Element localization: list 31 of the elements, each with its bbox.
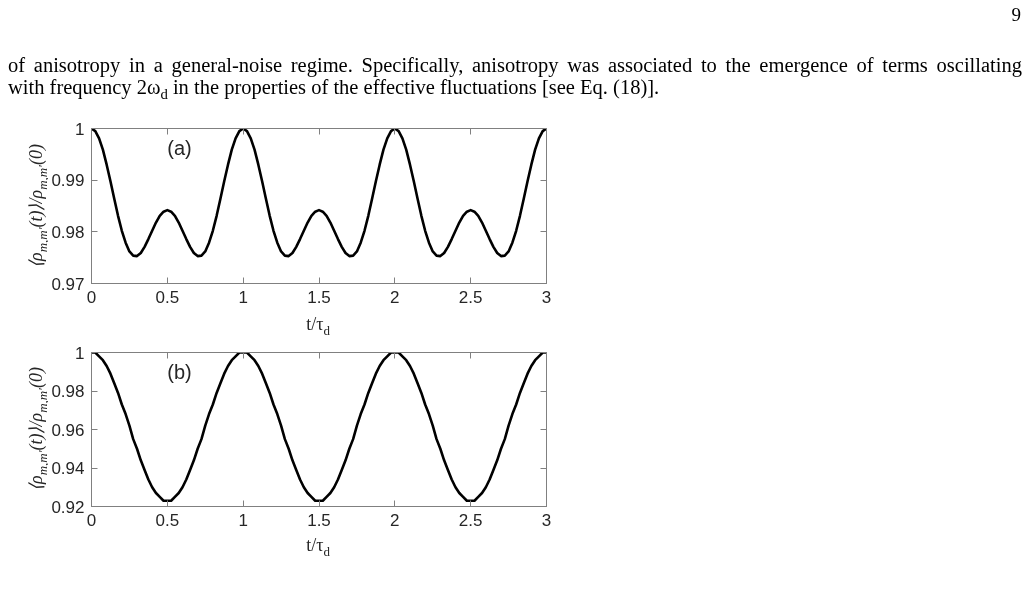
x-tick-label: 2 bbox=[390, 510, 400, 530]
x-tick-label: 2.5 bbox=[458, 287, 483, 307]
y-tick-label: 0.97 bbox=[51, 274, 85, 294]
y-tick-label: 0.98 bbox=[51, 382, 85, 401]
text: of anisotropy in a general-noise regime. Specifically, anisotropy was associated to the emergence of terms oscillating bbox=[8, 54, 1022, 76]
x-tick-label: 2.5 bbox=[458, 510, 483, 530]
text: 9 bbox=[1010, 4, 1021, 25]
x-tick-label: 0.5 bbox=[155, 287, 180, 307]
x-tick-label: 1 bbox=[238, 510, 248, 530]
x-tick-label: 0.5 bbox=[155, 510, 180, 530]
x-tick-label: 1.5 bbox=[307, 287, 331, 307]
x-tick-label: 3 bbox=[541, 510, 552, 530]
chart-title: (a) bbox=[167, 136, 192, 159]
x-tick-label: 1.5 bbox=[307, 510, 331, 530]
x-tick-label: 2 bbox=[390, 287, 400, 307]
x-tick-label: 3 bbox=[541, 287, 552, 307]
y-tick-label: 0.98 bbox=[51, 222, 85, 242]
y-tick-label: 0.96 bbox=[51, 420, 85, 440]
y-tick-label: 1 bbox=[75, 343, 85, 363]
x-tick-label: 0 bbox=[86, 287, 97, 307]
y-tick-label: 0.99 bbox=[51, 171, 85, 191]
x-tick-label: 0 bbox=[86, 510, 97, 530]
y-tick-label: 1 bbox=[75, 119, 85, 139]
line-series bbox=[91, 352, 547, 503]
x-tick-label: 1 bbox=[238, 287, 248, 307]
line-series bbox=[91, 128, 547, 258]
chart-title: (b) bbox=[167, 360, 192, 383]
y-tick-label: 0.94 bbox=[51, 459, 85, 478]
x-axis-title: t/τ$_{d}$ bbox=[306, 535, 330, 559]
x-axis-title: t/τ$_{d}$ bbox=[306, 314, 330, 338]
y-tick-label: 0.92 bbox=[51, 497, 85, 517]
